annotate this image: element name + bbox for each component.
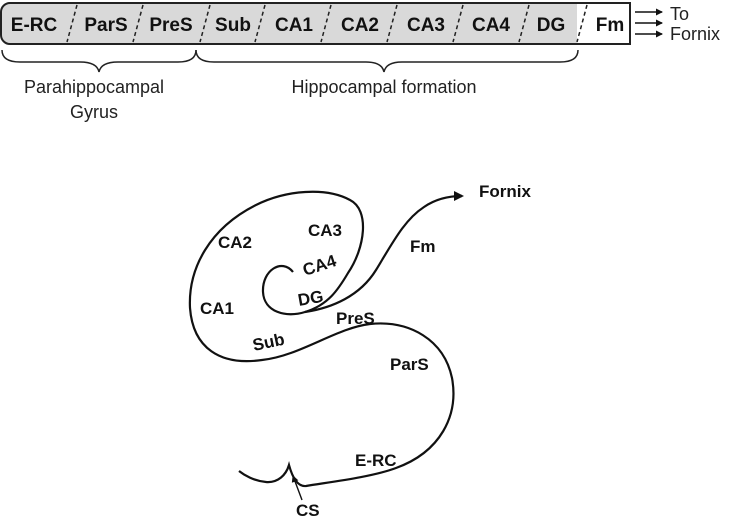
curve-label-erc: E-RC <box>355 451 397 470</box>
strip-divider <box>66 4 78 43</box>
strip-label-sub: Sub <box>215 15 251 36</box>
strip-label-ca3: CA3 <box>407 15 445 36</box>
group-braces: Parahippocampal Gyrus Hippocampal format… <box>1 49 579 122</box>
curve-label-ca1: CA1 <box>200 299 234 318</box>
curve-label-fornix: Fornix <box>479 182 531 201</box>
strip-divider <box>386 4 398 43</box>
gyrus-label: Gyrus <box>70 102 118 122</box>
strip-divider <box>518 4 530 43</box>
strip-label-fm: Fm <box>596 15 625 36</box>
curve-label-pars: ParS <box>390 355 429 374</box>
strip-divider <box>320 4 332 43</box>
hippocampus-curve-line <box>188 190 455 488</box>
curve-label-fm: Fm <box>410 237 436 256</box>
strip-label-pars: ParS <box>84 15 127 36</box>
fornix-path <box>304 191 464 314</box>
to-label: To <box>670 4 689 24</box>
strip-label-dg: DG <box>537 15 566 36</box>
strip-divider <box>452 4 464 43</box>
curve-label-cs: CS <box>296 501 320 520</box>
strip-divider <box>199 4 211 43</box>
region-strip: E-RC ParS PreS Sub CA1 CA2 CA3 CA4 DG Fm… <box>0 2 720 45</box>
cs-pointer-arrow <box>291 475 303 501</box>
curve-label-ca3: CA3 <box>308 221 342 240</box>
hippocampus-curve: Fornix Fm CA3 CA2 CA4 DG CA1 PreS Sub Pa… <box>188 182 531 520</box>
strip-label-ca2: CA2 <box>341 15 379 36</box>
curve-label-pres: PreS <box>336 309 375 328</box>
strip-divider <box>254 4 266 43</box>
parahippocampal-brace <box>1 49 197 73</box>
strip-divider <box>132 4 144 43</box>
strip-label-ca1: CA1 <box>275 15 313 36</box>
curve-label-ca2: CA2 <box>218 233 252 252</box>
fornix-label: Fornix <box>670 24 720 44</box>
strip-label-erc: E-RC <box>11 15 58 36</box>
curve-label-ca4: CA4 <box>300 251 339 280</box>
hippocampal-brace <box>195 49 579 73</box>
hippocampal-formation-label: Hippocampal formation <box>291 77 476 97</box>
strip-label-ca4: CA4 <box>472 15 510 36</box>
strip-label-pres: PreS <box>149 15 192 36</box>
curve-label-dg: DG <box>296 287 324 310</box>
strip-divider <box>576 4 588 43</box>
parahippocampal-label: Parahippocampal <box>24 77 164 97</box>
strip-fm-background <box>577 3 630 44</box>
strip-outline-right <box>577 2 631 45</box>
curve-label-sub: Sub <box>251 330 286 355</box>
